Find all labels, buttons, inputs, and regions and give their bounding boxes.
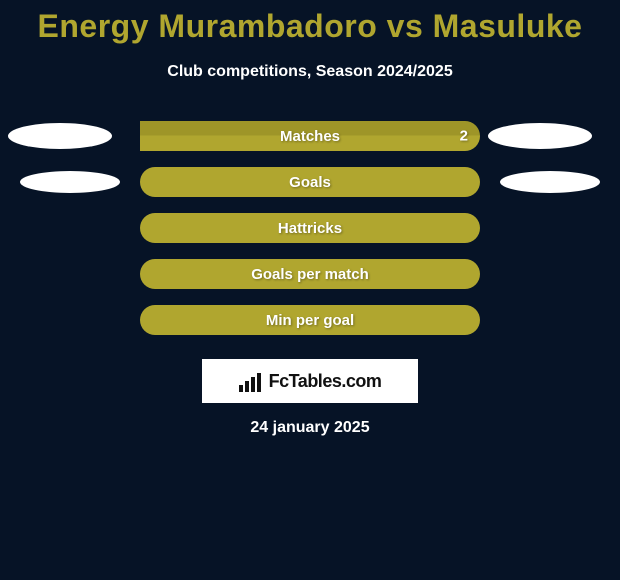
stat-row-matches: Matches 2 — [0, 113, 620, 159]
stat-row-min-per-goal: Min per goal — [0, 297, 620, 343]
left-marker — [20, 171, 120, 193]
page-title: Energy Murambadoro vs Masuluke — [0, 0, 620, 45]
stat-label: Goals — [289, 174, 331, 191]
stat-label: Hattricks — [278, 220, 342, 237]
stat-label: Goals per match — [251, 266, 369, 283]
branding-box: FcTables.com — [202, 359, 418, 403]
comparison-infographic: Energy Murambadoro vs Masuluke Club comp… — [0, 0, 620, 580]
stat-pill: Goals per match — [140, 259, 480, 289]
stat-pill: Hattricks — [140, 213, 480, 243]
stat-row-hattricks: Hattricks — [0, 205, 620, 251]
bar-chart-icon — [239, 370, 265, 392]
stat-row-goals-per-match: Goals per match — [0, 251, 620, 297]
stat-value-right: 2 — [460, 128, 468, 145]
stat-label: Min per goal — [266, 312, 354, 329]
right-marker — [500, 171, 600, 193]
stat-rows: Matches 2 Goals Hattricks Goals per matc… — [0, 113, 620, 343]
right-marker — [488, 123, 592, 149]
stat-pill: Goals — [140, 167, 480, 197]
subtitle: Club competitions, Season 2024/2025 — [0, 63, 620, 81]
stat-pill: Matches 2 — [140, 121, 480, 151]
branding-text: FcTables.com — [269, 371, 382, 392]
left-marker — [8, 123, 112, 149]
stat-pill: Min per goal — [140, 305, 480, 335]
date-text: 24 january 2025 — [0, 419, 620, 437]
stat-row-goals: Goals — [0, 159, 620, 205]
stat-label: Matches — [280, 128, 340, 145]
